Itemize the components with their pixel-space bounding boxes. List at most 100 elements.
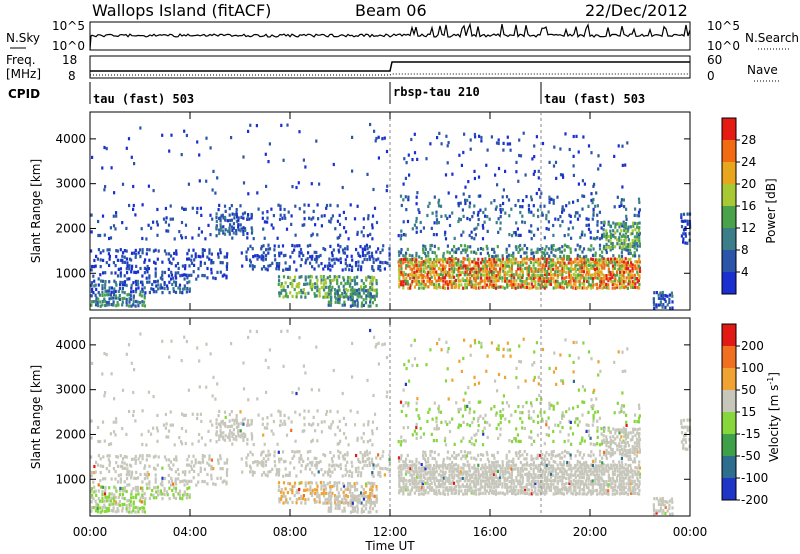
power-cell (457, 258, 460, 262)
power-cell (548, 254, 551, 258)
velocity-cell (126, 499, 129, 503)
velocity-cell (345, 493, 348, 498)
power-cell (280, 282, 283, 286)
velocity-cell (407, 479, 410, 483)
velocity-cell (594, 464, 597, 468)
power-cell (682, 212, 686, 216)
velocity-cell (362, 494, 365, 498)
velocity-cell (444, 488, 447, 492)
power-cell (429, 270, 432, 274)
power-cell (243, 211, 247, 215)
velocity-cell (109, 442, 113, 446)
cpid-row: CPID tau (fast) 503 rbsp-tau 210 tau (fa… (8, 82, 645, 106)
velocity-cell (216, 476, 219, 480)
velocity-cell (510, 464, 513, 468)
velocity-cell (334, 501, 337, 505)
power-cell (411, 276, 414, 280)
power-cell (510, 273, 513, 277)
velocity-cell (123, 461, 126, 465)
velocity-cell (527, 479, 530, 483)
velocity-cell (560, 470, 563, 474)
power-cell (545, 257, 548, 261)
velocity-cell (208, 457, 211, 461)
velocity-cell (304, 498, 307, 502)
velocity-cell (185, 339, 188, 344)
velocity-cell (477, 463, 480, 467)
velocity-cell (538, 464, 541, 468)
power-cell (619, 286, 622, 290)
power-cell (499, 227, 502, 231)
velocity-cell (398, 489, 401, 493)
velocity-cell (400, 473, 403, 477)
power-cell (255, 124, 258, 128)
velocity-cell (613, 492, 617, 496)
velocity-cell (325, 409, 329, 414)
power-cell (90, 264, 94, 269)
velocity-cell (101, 496, 104, 500)
power-cell (187, 182, 190, 186)
colorbar-tick-label: 28 (741, 133, 756, 147)
velocity-cell (228, 413, 231, 417)
velocity-cell (119, 454, 122, 458)
velocity-cell (422, 469, 425, 473)
velocity-cell (280, 497, 283, 501)
velocity-cell (186, 463, 189, 467)
velocity-cell (616, 463, 619, 467)
velocity-cell (121, 506, 124, 510)
power-cell (285, 227, 289, 231)
velocity-cell (479, 473, 482, 477)
velocity-cell (499, 491, 502, 495)
velocity-cell (151, 488, 154, 493)
velocity-cell (210, 477, 213, 481)
power-cell (595, 282, 599, 286)
power-cell (602, 282, 605, 286)
power-cell (565, 266, 568, 270)
power-cell (594, 258, 597, 262)
power-cell (523, 261, 527, 265)
power-cell (413, 276, 416, 280)
velocity-cell (422, 480, 425, 484)
velocity-cell (322, 491, 325, 495)
power-cell (470, 280, 473, 284)
velocity-cell (333, 481, 336, 485)
power-cell (578, 214, 581, 218)
power-cell (614, 261, 617, 265)
power-cell (346, 254, 349, 258)
power-cell (461, 208, 464, 212)
power-cell (362, 281, 365, 286)
power-cell (240, 215, 243, 219)
velocity-cell (464, 476, 467, 480)
velocity-cell (250, 418, 253, 423)
power-cell (278, 217, 282, 221)
power-cell (578, 247, 581, 251)
power-cell (183, 284, 186, 288)
velocity-cell (473, 467, 476, 471)
velocity-cell (351, 495, 354, 499)
power-cell (548, 195, 551, 199)
velocity-cell (424, 464, 428, 468)
power-cell (582, 255, 586, 259)
velocity-cell (313, 473, 316, 477)
colorbar-tick-label: 12 (741, 221, 756, 235)
velocity-cell (311, 490, 314, 494)
velocity-cell (453, 476, 456, 480)
velocity-cell (353, 423, 357, 427)
power-cell (453, 236, 456, 240)
power-cell (494, 207, 497, 211)
power-cell (537, 263, 540, 267)
power-cell (528, 264, 531, 268)
power-cell (469, 270, 472, 275)
velocity-cell (185, 496, 188, 500)
power-cell (369, 294, 372, 298)
velocity-cell (342, 501, 345, 505)
velocity-cell (150, 432, 153, 436)
power-cell (477, 282, 480, 286)
power-cell (161, 286, 164, 290)
power-cell (556, 282, 559, 286)
power-cell (554, 264, 557, 268)
power-cell (261, 216, 264, 220)
velocity-cell (369, 481, 372, 486)
power-cell (519, 278, 522, 283)
power-cell (583, 182, 586, 186)
power-cell (492, 255, 495, 259)
